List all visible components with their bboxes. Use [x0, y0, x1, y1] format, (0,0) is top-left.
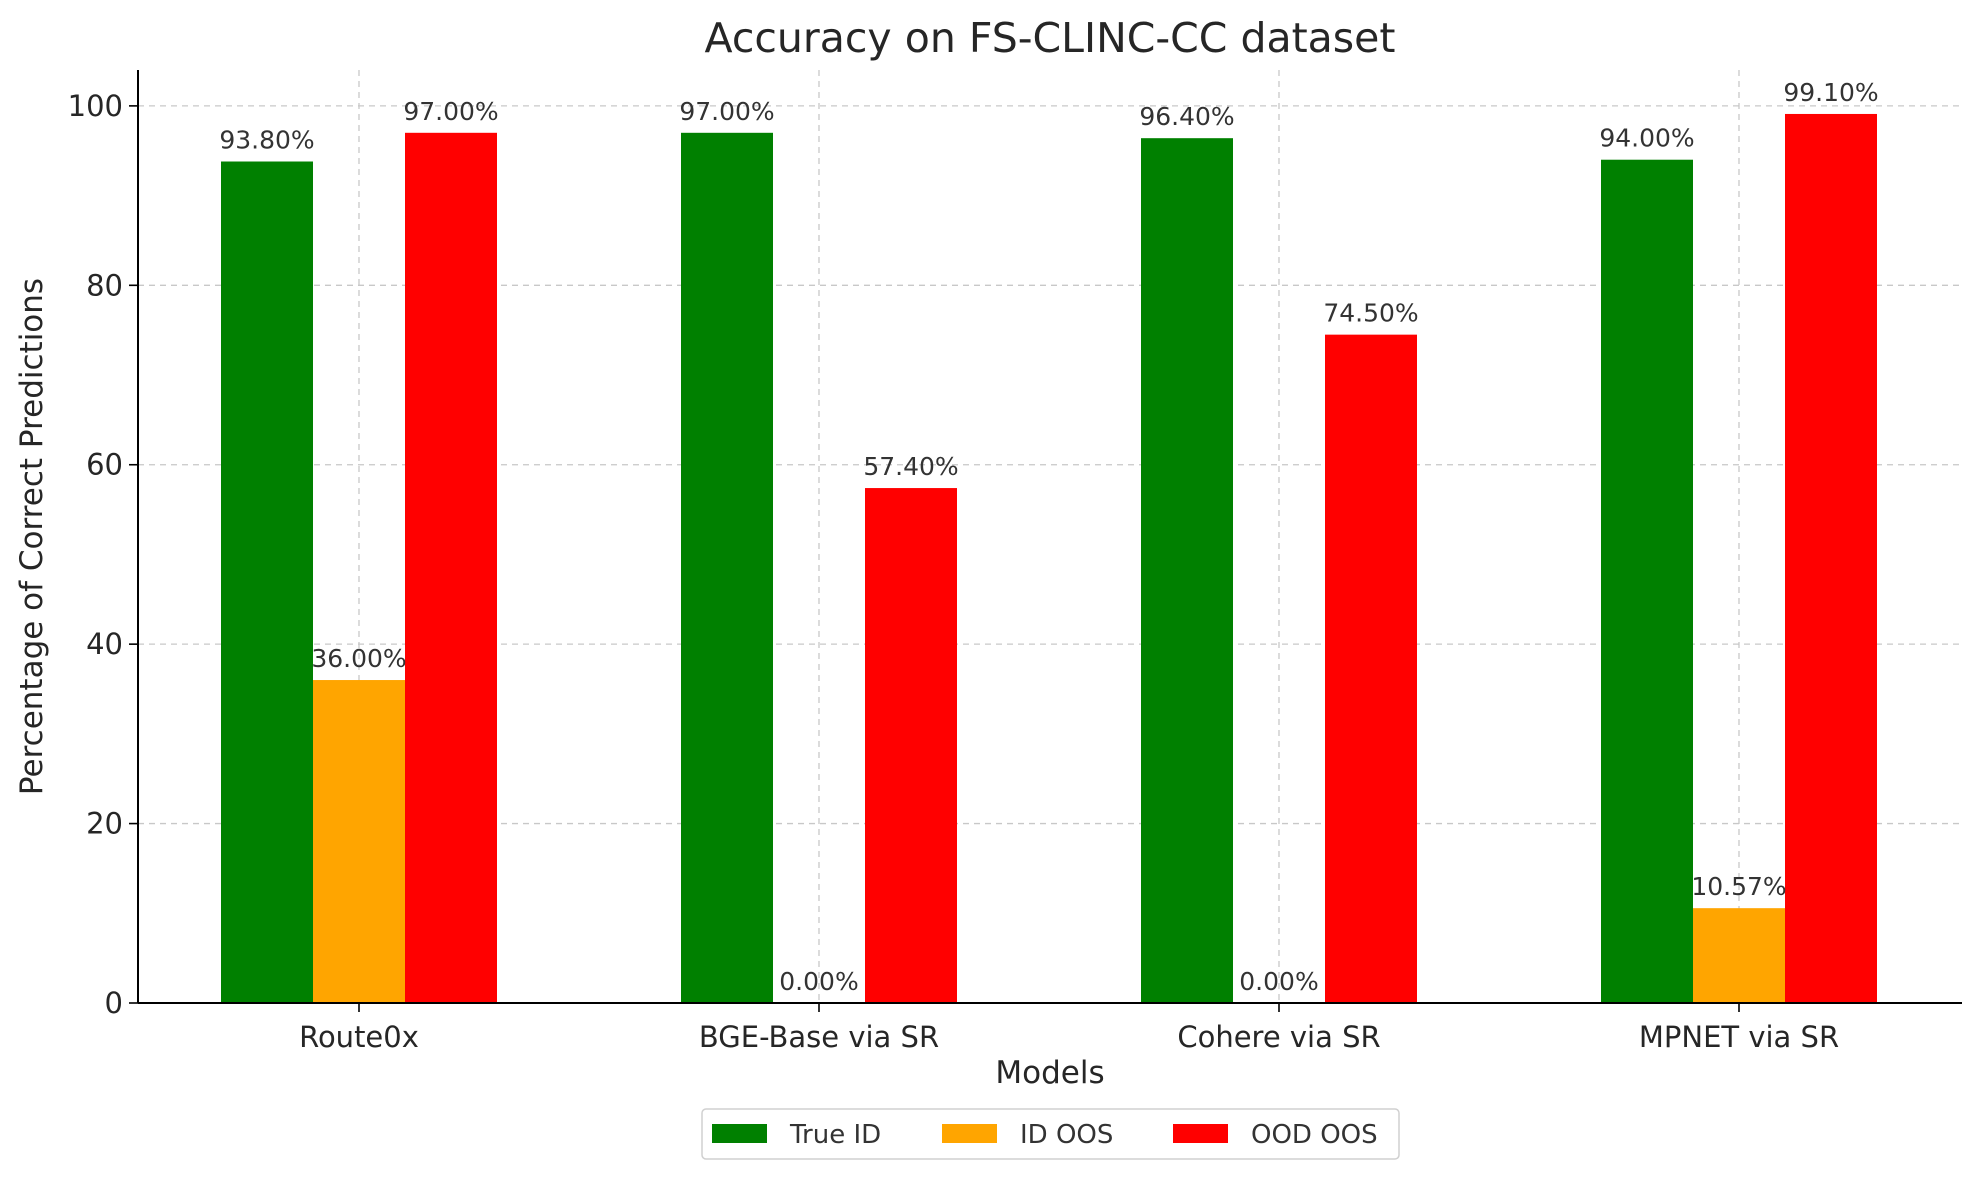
axes: [137, 70, 1962, 1004]
bar: [1601, 159, 1693, 1003]
bar: [221, 161, 313, 1004]
bar: [865, 488, 957, 1003]
bar-value-label: 96.40%: [1139, 102, 1234, 131]
bar-value-label: 93.80%: [219, 126, 314, 155]
y-tick-label: 60: [86, 448, 123, 482]
bar-value-label: 94.00%: [1599, 124, 1694, 153]
legend-swatch: [942, 1124, 997, 1143]
y-tick-label: 20: [86, 807, 123, 841]
bar-value-label: 36.00%: [311, 644, 406, 673]
bar-value-label: 0.00%: [1239, 967, 1318, 996]
bar: [405, 132, 497, 1003]
y-tick-label: 0: [105, 986, 123, 1020]
data-labels: 93.80% 97.00% 96.40% 94.00% 36.00% 0.00% 0.00%…: [219, 78, 1878, 996]
bar-value-label: 74.50%: [1323, 299, 1418, 328]
bar-value-label: 0.00%: [779, 967, 858, 996]
bar-value-label: 99.10%: [1783, 78, 1878, 107]
legend-label: True ID: [789, 1120, 881, 1150]
legend-frame: [701, 1108, 1400, 1160]
ticks: 0 20 40 60 80 100 Route0x BGE-Base via SR Cohere…: [68, 89, 1839, 1054]
bar-value-label: 10.57%: [1691, 872, 1786, 901]
bar: [313, 680, 405, 1003]
bar-value-label: 97.00%: [679, 97, 774, 126]
x-axis-label: Models: [995, 1055, 1104, 1091]
bar: [1693, 908, 1785, 1003]
legend-swatch: [712, 1124, 767, 1143]
y-tick-label: 40: [86, 627, 123, 661]
bar: [681, 132, 773, 1003]
y-axis-label: Percentage of Correct Predictions: [14, 278, 50, 795]
x-tick-label: MPNET via SR: [1639, 1020, 1839, 1054]
x-tick-label: Cohere via SR: [1177, 1020, 1380, 1054]
x-tick-label: Route0x: [299, 1020, 419, 1054]
bars: [221, 113, 1877, 1004]
bar-value-label: 57.40%: [863, 452, 958, 481]
legend-swatch: [1173, 1124, 1228, 1143]
bar: [1325, 334, 1417, 1003]
legend-label: OOD OOS: [1251, 1120, 1378, 1150]
y-tick-label: 100: [68, 89, 123, 123]
bar-value-label: 97.00%: [403, 97, 498, 126]
legend: True ID ID OOS OOD OOS: [701, 1108, 1400, 1160]
bar: [1785, 113, 1877, 1003]
chart-title: Accuracy on FS-CLINC-CC dataset: [705, 14, 1396, 62]
x-tick-label: BGE-Base via SR: [699, 1020, 939, 1054]
y-tick-label: 80: [86, 268, 123, 302]
legend-label: ID OOS: [1020, 1120, 1113, 1150]
bar: [1141, 138, 1233, 1003]
